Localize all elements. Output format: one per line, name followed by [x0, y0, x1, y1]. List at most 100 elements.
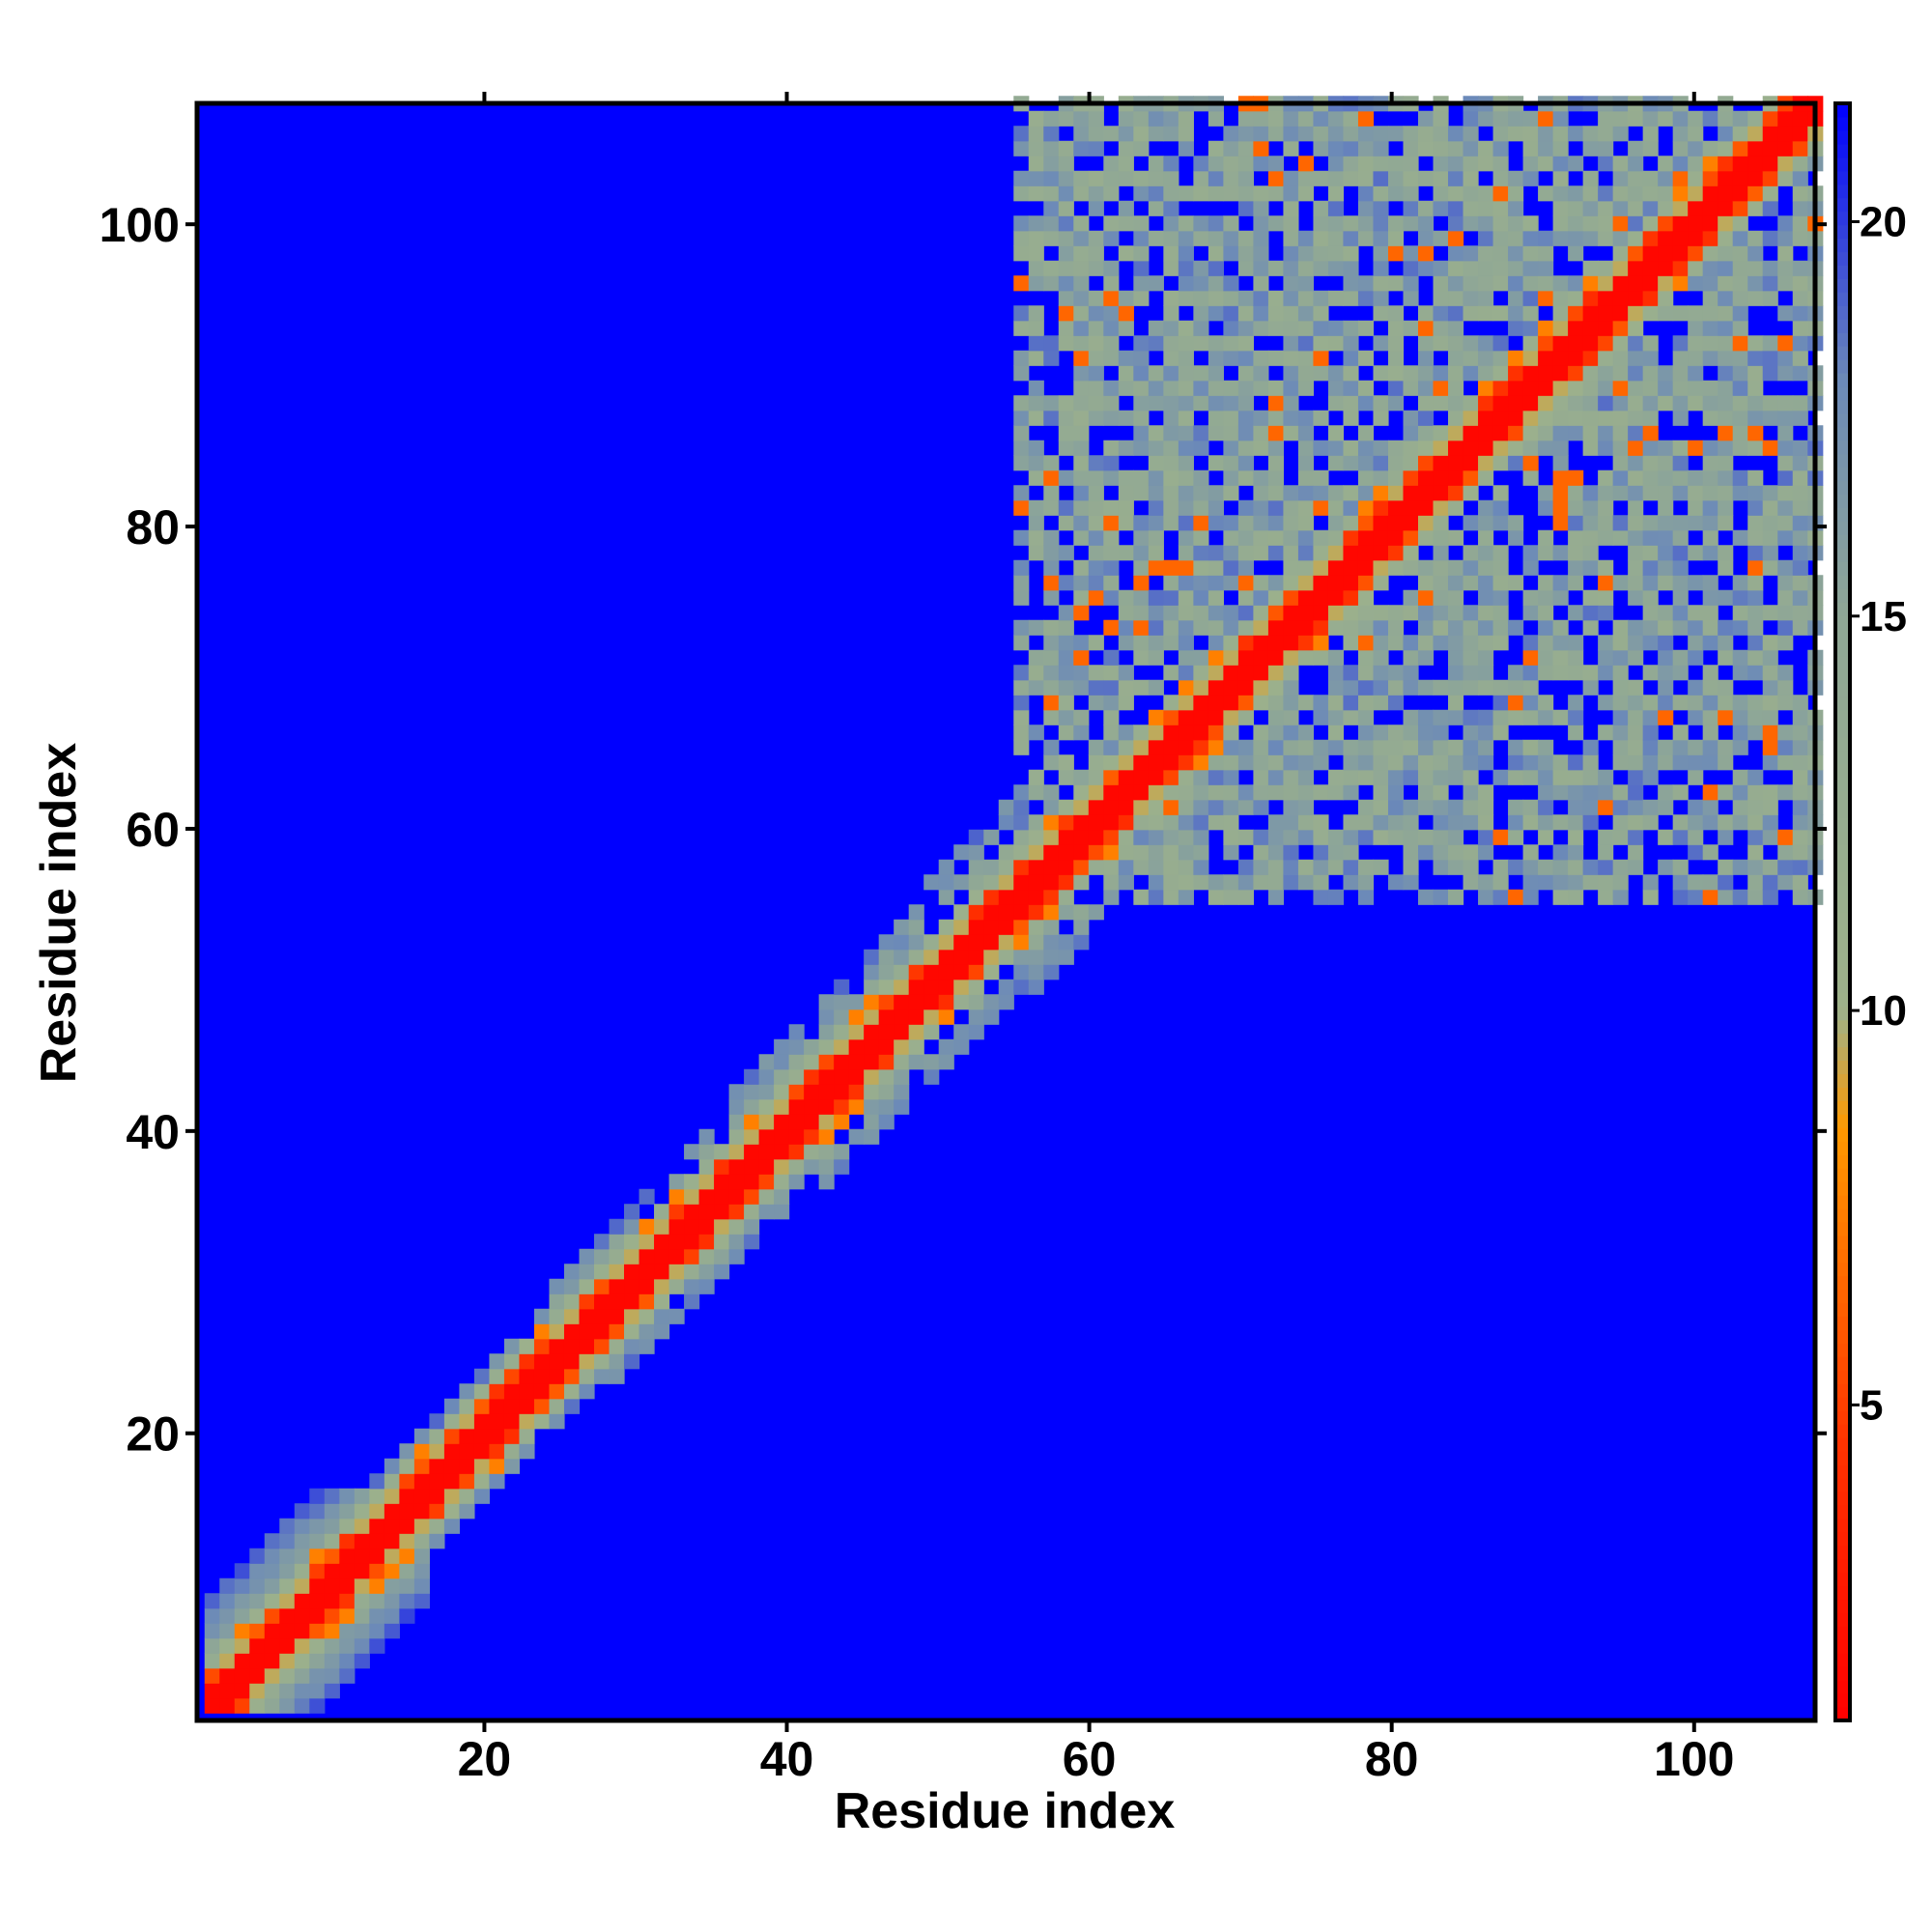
heatmap-cell: [234, 1637, 250, 1654]
heatmap-cell: [1088, 170, 1104, 186]
heatmap-cell: [1777, 635, 1794, 651]
heatmap-cell: [1718, 425, 1734, 441]
heatmap-cell: [309, 1577, 326, 1594]
heatmap-cell: [1702, 619, 1719, 636]
heatmap-cell: [1088, 769, 1104, 785]
heatmap-cell: [1373, 215, 1389, 232]
heatmap-cell: [1433, 140, 1449, 156]
heatmap-cell: [443, 1518, 461, 1534]
heatmap-cell: [1013, 739, 1030, 755]
heatmap-cell: [774, 1098, 790, 1115]
heatmap-cell: [1628, 140, 1644, 156]
heatmap-cell: [1283, 410, 1299, 426]
heatmap-cell: [1403, 455, 1419, 471]
heatmap-cell: [1133, 859, 1150, 875]
heatmap-cell: [983, 904, 1000, 921]
heatmap-cell: [1163, 245, 1179, 262]
heatmap-cell: [1747, 515, 1764, 531]
heatmap-cell: [953, 874, 970, 891]
heatmap-cell: [563, 1293, 581, 1310]
heatmap-cell: [1448, 499, 1464, 516]
heatmap-cell: [1387, 395, 1405, 412]
heatmap-cell: [1538, 260, 1554, 276]
heatmap-cell: [1777, 245, 1794, 262]
heatmap-cell: [1433, 859, 1449, 875]
heatmap-cell: [324, 1533, 340, 1549]
heatmap-cell: [1297, 724, 1315, 741]
heatmap-cell: [1058, 724, 1074, 741]
heatmap-cell: [1433, 425, 1449, 441]
heatmap-cell: [1343, 679, 1359, 696]
heatmap-cell: [1043, 844, 1060, 861]
heatmap-cell: [1433, 709, 1449, 725]
colorbar-segment: [1835, 1356, 1850, 1371]
heatmap-cell: [1178, 635, 1194, 651]
heatmap-cell: [609, 1248, 625, 1264]
heatmap-cell: [1568, 799, 1584, 815]
heatmap-cell: [1043, 919, 1060, 935]
heatmap-cell: [1327, 140, 1345, 156]
heatmap-cell: [1163, 469, 1179, 486]
heatmap-cell: [1718, 395, 1734, 412]
heatmap-cell: [1568, 529, 1584, 546]
heatmap-cell: [1463, 724, 1479, 741]
heatmap-cell: [1552, 499, 1569, 516]
heatmap-cell: [1058, 545, 1074, 561]
colorbar-segment: [1835, 588, 1850, 603]
heatmap-cell: [1792, 455, 1808, 471]
heatmap-cell: [1598, 724, 1614, 741]
heatmap-cell: [1777, 440, 1794, 456]
heatmap-cell: [1568, 605, 1584, 621]
heatmap-cell: [1118, 605, 1134, 621]
heatmap-cell: [1792, 559, 1808, 576]
heatmap-cell: [1582, 605, 1599, 621]
heatmap-cell: [1327, 829, 1345, 845]
heatmap-cell: [1672, 619, 1689, 636]
heatmap-cell: [774, 1158, 790, 1175]
heatmap-cell: [1418, 200, 1435, 216]
heatmap-cell: [834, 1009, 850, 1025]
heatmap-cell: [1253, 679, 1269, 696]
heatmap-cell: [1552, 170, 1569, 186]
heatmap-cell: [219, 1697, 236, 1714]
heatmap-cell: [1538, 365, 1554, 382]
heatmap-cell: [1193, 709, 1209, 725]
heatmap-cell: [1103, 350, 1120, 366]
heatmap-cell: [1028, 515, 1044, 531]
heatmap-cell: [1327, 769, 1345, 785]
heatmap-cell: [1313, 545, 1329, 561]
heatmap-cell: [1628, 499, 1644, 516]
heatmap-cell: [1373, 485, 1389, 501]
colorbar-segment: [1835, 1558, 1850, 1574]
heatmap-cell: [1283, 709, 1299, 725]
heatmap-cell: [1253, 185, 1269, 202]
heatmap-cell: [1103, 469, 1120, 486]
heatmap-cell: [609, 1264, 625, 1280]
heatmap-cell: [1612, 305, 1629, 322]
heatmap-cell: [1387, 485, 1405, 501]
heatmap-cell: [1013, 814, 1030, 831]
colorbar-segment: [1835, 938, 1850, 953]
heatmap-cell: [1718, 320, 1734, 336]
heatmap-cell: [1163, 365, 1179, 382]
heatmap-cell: [1538, 410, 1554, 426]
heatmap-cell: [1028, 215, 1044, 232]
heatmap-cell: [1508, 529, 1524, 546]
heatmap-cell: [1357, 754, 1375, 771]
heatmap-cell: [1387, 695, 1405, 711]
heatmap-cell: [1193, 545, 1209, 561]
heatmap-cell: [1013, 665, 1030, 681]
heatmap-cell: [1747, 695, 1764, 711]
heatmap-cell: [1598, 529, 1614, 546]
heatmap-cell: [1718, 829, 1734, 845]
heatmap-cell: [1463, 844, 1479, 861]
heatmap-cell: [1403, 814, 1419, 831]
heatmap-cell: [894, 949, 910, 965]
heatmap-cell: [1178, 874, 1194, 891]
heatmap-cell: [1133, 185, 1150, 202]
heatmap-cell: [1403, 605, 1419, 621]
heatmap-cell: [1387, 499, 1405, 516]
heatmap-cell: [1357, 275, 1375, 292]
heatmap-cell: [1552, 290, 1569, 306]
heatmap-cell: [1672, 814, 1689, 831]
